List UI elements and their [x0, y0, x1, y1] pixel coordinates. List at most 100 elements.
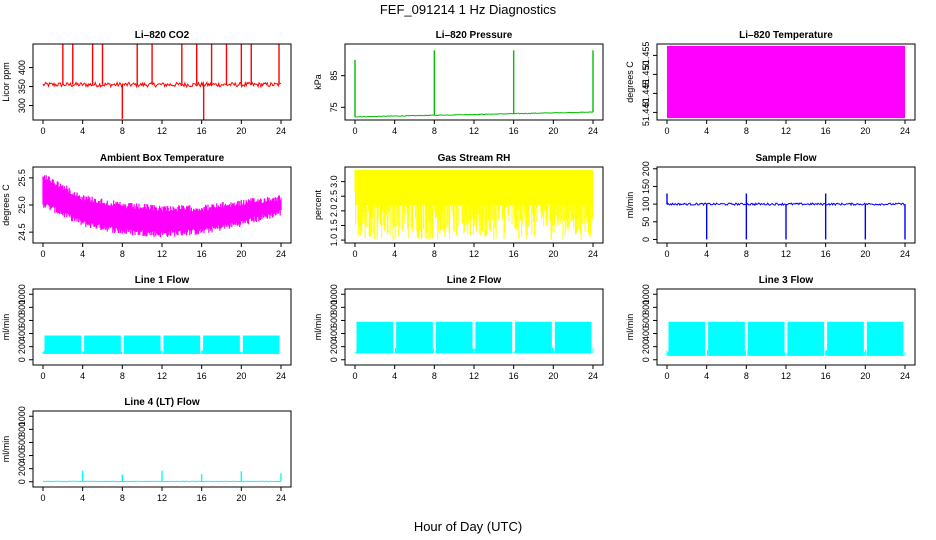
x-tick-label: 16: [197, 126, 207, 136]
figure-x-label: Hour of Day (UTC): [414, 519, 522, 534]
figure-title: FEF_091214 1 Hz Diagnostics: [380, 2, 557, 17]
y-tick-label: 0: [17, 357, 27, 362]
panel-series: [42, 44, 282, 120]
x-tick-label: 20: [548, 126, 558, 136]
x-tick-label: 20: [236, 371, 246, 381]
y-tick-label: 800: [17, 422, 27, 437]
y-tick-label: 51.455: [641, 42, 651, 70]
x-tick-label: 20: [860, 371, 870, 381]
x-tick-label: 16: [821, 249, 831, 259]
y-tick-label: 0: [17, 479, 27, 484]
y-tick-label: 600: [329, 313, 339, 328]
panel-4: Ambient Box Temperature degrees C 0 4 8 12 16 2…: [1, 153, 292, 259]
x-tick-label: 4: [80, 126, 85, 136]
panel-6: Sample Flow ml/min 0 4 8 12 16 20 24 0 50 100 150 200: [625, 153, 916, 259]
panel-title: Line 4 (LT) Flow: [124, 397, 200, 408]
y-tick-label: 200: [17, 339, 27, 354]
panel-title: Ambient Box Temperature: [100, 153, 225, 164]
series-line: [42, 80, 282, 89]
series-segment: [435, 321, 473, 354]
x-tick-label: 4: [80, 493, 85, 503]
y-tick-label: 800: [17, 300, 27, 315]
x-tick-label: 20: [860, 126, 870, 136]
series-segment: [203, 335, 240, 354]
x-tick-label: 8: [744, 371, 749, 381]
series-segment: [475, 321, 513, 354]
y-tick-label: 400: [329, 326, 339, 341]
series-band: [667, 45, 905, 119]
x-tick-label: 12: [781, 126, 791, 136]
y-tick-label: 51.440: [641, 99, 651, 127]
x-tick-label: 0: [664, 371, 669, 381]
panel-series: [42, 175, 282, 238]
x-tick-label: 20: [548, 249, 558, 259]
series-trace: [354, 169, 594, 240]
y-tick-label: 85: [329, 71, 339, 81]
panel-title: Sample Flow: [755, 153, 816, 164]
y-tick-label: 400: [17, 448, 27, 463]
x-tick-label: 12: [469, 126, 479, 136]
x-tick-label: 16: [509, 126, 519, 136]
x-tick-label: 12: [157, 493, 167, 503]
series-segment: [242, 335, 280, 354]
y-tick-label: 100: [641, 197, 651, 212]
panel-1: Li–820 CO2 Licor ppm 0 4 8 12 16 20 24 300 350 400: [1, 30, 292, 136]
panel-series: [666, 321, 906, 356]
x-tick-label: 0: [664, 249, 669, 259]
x-tick-label: 0: [40, 126, 45, 136]
x-tick-label: 16: [197, 493, 207, 503]
x-tick-label: 4: [704, 249, 709, 259]
y-tick-label: 600: [17, 435, 27, 450]
x-tick-label: 8: [120, 249, 125, 259]
series-segment: [668, 321, 706, 356]
panel-y-label: ml/min: [1, 314, 11, 341]
x-tick-label: 12: [781, 371, 791, 381]
series-line: [355, 111, 594, 118]
x-tick-label: 12: [157, 371, 167, 381]
x-tick-label: 24: [276, 249, 286, 259]
panel-series: [354, 50, 594, 118]
x-tick-label: 16: [197, 371, 207, 381]
x-tick-label: 16: [197, 249, 207, 259]
x-tick-label: 12: [157, 126, 167, 136]
x-tick-label: 0: [40, 493, 45, 503]
panel-2: Li–820 Pressure kPa 0 4 8 12 16 20 24 75 85: [313, 30, 604, 136]
y-tick-label: 350: [17, 79, 27, 94]
panel-series: [42, 470, 282, 483]
x-tick-label: 0: [664, 126, 669, 136]
y-tick-label: 51.450: [641, 61, 651, 89]
panel-10: Line 4 (LT) Flow ml/min 0 4 8 12 16 20 24 0 200400…: [1, 397, 292, 503]
panel-9: Line 3 Flow ml/min 0 4 8 12 16 20 24 0 20040060080…: [625, 275, 916, 381]
x-tick-label: 4: [392, 126, 397, 136]
x-tick-label: 0: [352, 126, 357, 136]
y-tick-label: 2.0: [329, 205, 339, 218]
y-tick-label: 1.0: [329, 234, 339, 247]
x-tick-label: 8: [744, 126, 749, 136]
series-segment: [747, 321, 785, 356]
x-tick-label: 12: [781, 249, 791, 259]
x-tick-label: 8: [432, 249, 437, 259]
series-trace: [354, 346, 594, 354]
y-tick-label: 800: [641, 300, 651, 315]
x-tick-label: 20: [860, 249, 870, 259]
x-tick-label: 4: [392, 371, 397, 381]
series-trace: [666, 349, 906, 356]
panel-series: [354, 321, 594, 354]
series-segment: [123, 335, 161, 354]
series-segment: [356, 321, 394, 354]
x-tick-label: 16: [509, 249, 519, 259]
x-tick-label: 8: [432, 371, 437, 381]
series-trace: [42, 350, 282, 354]
y-tick-label: 1.5: [329, 219, 339, 232]
panel-y-label: Licor ppm: [1, 62, 11, 102]
panel-title: Line 1 Flow: [135, 275, 190, 286]
x-tick-label: 8: [120, 493, 125, 503]
panel-7: Line 1 Flow ml/min 0 4 8 12 16 20 24 0 20040060080…: [1, 275, 292, 381]
panel-title: Li–820 CO2: [135, 30, 190, 41]
x-tick-label: 8: [120, 371, 125, 381]
y-tick-label: 0: [641, 357, 651, 362]
panel-series: [42, 335, 282, 354]
x-tick-label: 4: [704, 371, 709, 381]
series-segment: [163, 335, 201, 354]
x-tick-label: 24: [588, 249, 598, 259]
